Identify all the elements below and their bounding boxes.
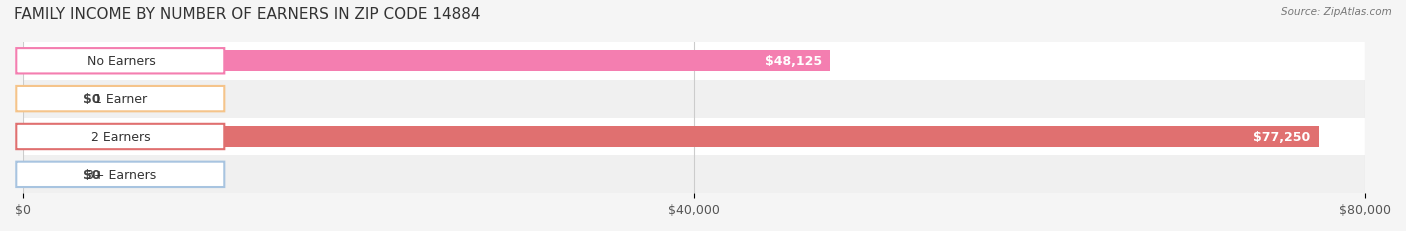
FancyBboxPatch shape (17, 87, 225, 112)
Text: $0: $0 (83, 168, 101, 181)
FancyBboxPatch shape (17, 162, 225, 187)
Text: 1 Earner: 1 Earner (94, 93, 148, 106)
Text: 3+ Earners: 3+ Earners (86, 168, 156, 181)
Text: $77,250: $77,250 (1253, 131, 1310, 143)
Text: $48,125: $48,125 (765, 55, 823, 68)
Bar (22, 118, 1365, 156)
FancyBboxPatch shape (17, 49, 225, 74)
Bar (22, 164, 77, 185)
Bar (22, 89, 77, 109)
Bar (22, 127, 1319, 147)
Text: Source: ZipAtlas.com: Source: ZipAtlas.com (1281, 7, 1392, 17)
Text: 2 Earners: 2 Earners (91, 131, 150, 143)
Bar (22, 80, 1365, 118)
Text: FAMILY INCOME BY NUMBER OF EARNERS IN ZIP CODE 14884: FAMILY INCOME BY NUMBER OF EARNERS IN ZI… (14, 7, 481, 22)
FancyBboxPatch shape (17, 124, 225, 149)
Bar (22, 43, 1365, 80)
Bar (22, 156, 1365, 193)
Text: No Earners: No Earners (87, 55, 155, 68)
Bar (22, 51, 831, 72)
Text: $0: $0 (83, 93, 101, 106)
